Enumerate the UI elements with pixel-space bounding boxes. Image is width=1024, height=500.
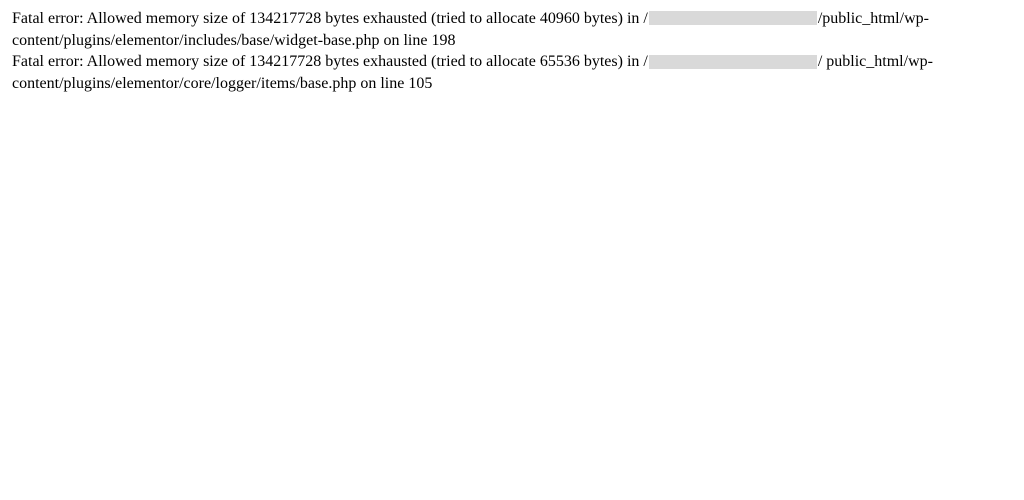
error-line-number: 105 [408,75,432,92]
error-line: Fatal error: Allowed memory size of 1342… [12,51,1012,94]
php-error-block-0: Fatal error: Allowed memory size of 1342… [12,8,1012,51]
error-line-number: 198 [431,32,455,49]
redacted-path [649,11,817,25]
error-prefix: Fatal error [12,53,79,70]
error-message-a: : Allowed memory size of 134217728 bytes… [79,10,648,27]
error-line: Fatal error: Allowed memory size of 1342… [12,8,1012,51]
redacted-path [649,55,817,69]
php-error-block-1: Fatal error: Allowed memory size of 1342… [12,51,1012,94]
error-prefix: Fatal error [12,10,79,27]
error-message-a: : Allowed memory size of 134217728 bytes… [79,53,648,70]
